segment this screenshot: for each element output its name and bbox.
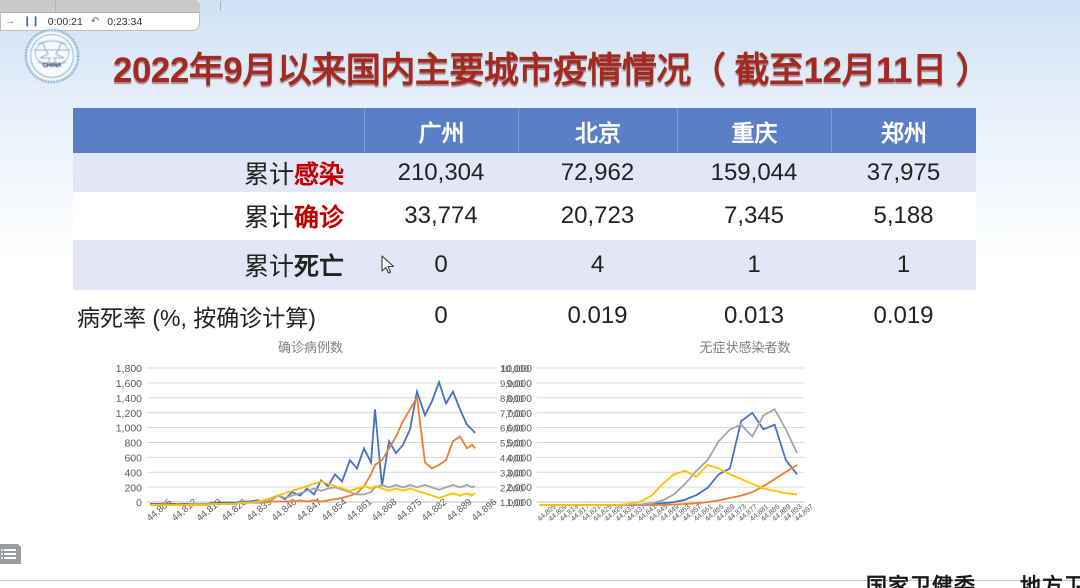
svg-text:44,889: 44,889 [445, 497, 474, 524]
svg-text:800: 800 [124, 438, 142, 450]
svg-text:44,819: 44,819 [195, 497, 224, 524]
svg-text:4,000: 4,000 [506, 453, 532, 464]
svg-text:44,868: 44,868 [370, 497, 399, 524]
svg-text:44,861: 44,861 [345, 497, 374, 524]
svg-text:400: 400 [124, 467, 142, 479]
svg-text:2,000: 2,000 [506, 483, 532, 494]
svg-text:1,600: 1,600 [116, 378, 142, 390]
svg-text:44,805: 44,805 [145, 497, 174, 524]
svg-text:8,000: 8,000 [506, 394, 532, 405]
svg-text:3,000: 3,000 [506, 468, 532, 479]
svg-text:5,000: 5,000 [506, 438, 532, 449]
svg-text:0: 0 [136, 497, 142, 509]
svg-text:1,400: 1,400 [116, 393, 142, 405]
svg-text:9,000: 9,000 [506, 379, 532, 390]
svg-text:600: 600 [124, 452, 142, 464]
svg-text:44,875: 44,875 [395, 497, 424, 524]
svg-text:1,800: 1,800 [116, 363, 142, 375]
svg-text:1,200: 1,200 [116, 408, 142, 420]
svg-text:200: 200 [124, 482, 142, 494]
svg-text:CHINA: CHINA [43, 63, 63, 69]
svg-text:1,000: 1,000 [116, 423, 142, 435]
svg-text:1,000: 1,000 [506, 498, 532, 509]
svg-text:7,000: 7,000 [506, 409, 532, 420]
svg-text:10,000: 10,000 [501, 364, 532, 375]
svg-text:6,000: 6,000 [506, 424, 532, 435]
svg-text:44,882: 44,882 [420, 497, 449, 524]
svg-text:44,812: 44,812 [170, 497, 199, 524]
